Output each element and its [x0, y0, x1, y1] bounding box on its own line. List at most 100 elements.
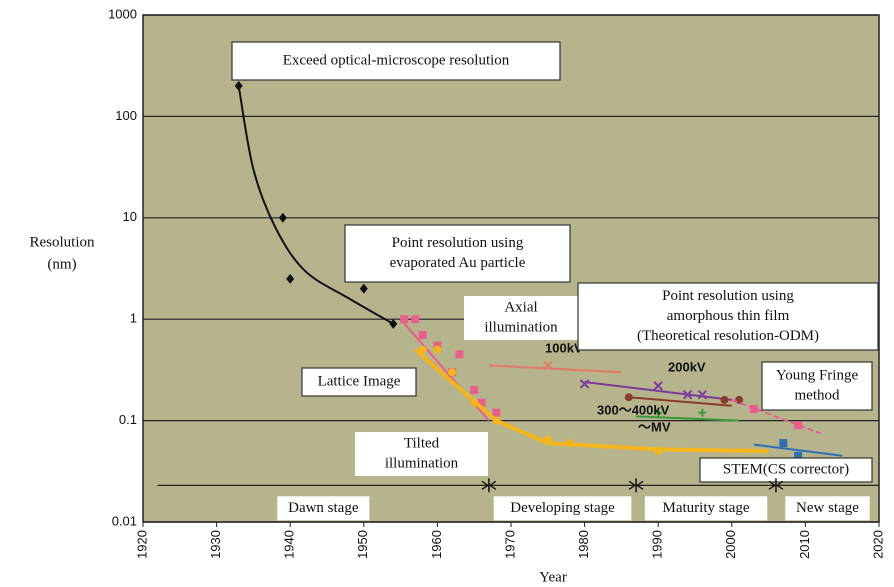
x-tick-label: 2010 — [797, 530, 812, 559]
annotation-box — [231, 41, 561, 81]
stage-box — [644, 496, 768, 521]
point — [418, 330, 427, 339]
point — [389, 318, 398, 329]
series-label: ～MV — [638, 419, 671, 434]
annotation-box — [577, 282, 879, 351]
point — [698, 408, 707, 417]
series-label: 100kV — [545, 340, 583, 355]
fit-line — [584, 381, 732, 401]
x-tick-label: 1970 — [502, 530, 517, 559]
annotation-text: Point resolution using — [662, 288, 794, 304]
y-tick-label: 0.1 — [119, 412, 137, 427]
point — [720, 395, 729, 404]
point — [470, 398, 479, 407]
point — [433, 345, 442, 354]
annotation-box — [355, 432, 488, 476]
stage-arrow — [628, 480, 644, 490]
point — [278, 212, 287, 223]
annotation-text: evaporated Au particle — [390, 255, 526, 271]
x-tick-label: 1920 — [134, 530, 149, 559]
point — [579, 379, 590, 389]
point — [234, 80, 243, 91]
fit-line — [753, 443, 843, 457]
point — [654, 408, 663, 417]
y-tick-label: 0.01 — [112, 513, 137, 528]
series-label: 200kV — [668, 359, 706, 374]
stage-box — [785, 496, 870, 521]
fit-line — [488, 364, 622, 374]
point — [448, 368, 457, 377]
y-axis-label: Resolution — [29, 234, 95, 250]
annotation-text: illumination — [484, 319, 558, 335]
stage-arrow — [768, 480, 784, 490]
stage-label: Dawn stage — [288, 500, 359, 516]
annotation-text: method — [795, 387, 840, 403]
point — [411, 315, 420, 324]
point — [470, 386, 479, 395]
x-tick-label: 1980 — [576, 530, 591, 559]
point — [682, 390, 693, 400]
point — [286, 273, 295, 284]
point — [779, 439, 788, 448]
stage-label: New stage — [796, 500, 859, 516]
point — [433, 341, 442, 350]
x-axis-label: Year — [539, 569, 567, 585]
fit-line — [628, 396, 732, 407]
annotation-box — [699, 457, 873, 483]
annotation-box — [464, 296, 578, 340]
x-tick-label: 1940 — [282, 530, 297, 559]
annotation-text: illumination — [385, 455, 459, 471]
y-tick-label: 100 — [115, 108, 137, 123]
annotation-box — [761, 361, 873, 411]
point — [543, 435, 552, 444]
stage-box — [277, 496, 370, 521]
point — [697, 390, 708, 400]
x-tick-label: 1960 — [429, 530, 444, 559]
point — [794, 421, 803, 430]
stage-arrow — [481, 480, 497, 490]
annotation-text: STEM(CS corrector) — [723, 461, 849, 477]
fit-line — [237, 85, 394, 325]
annotation-text: amorphous thin film — [667, 308, 790, 324]
annotation-text: Point resolution using — [392, 235, 524, 251]
point — [400, 315, 409, 324]
fit-line — [636, 415, 740, 422]
series-label: 300～400kV — [597, 402, 670, 417]
point — [654, 447, 663, 456]
point — [359, 283, 368, 294]
point — [794, 451, 803, 460]
point — [418, 345, 427, 354]
annotation-text: Axial — [504, 299, 537, 315]
y-tick-label: 10 — [123, 209, 137, 224]
point — [749, 405, 758, 414]
x-tick-label: 2000 — [723, 530, 738, 559]
x-tick-label: 2020 — [870, 530, 885, 559]
fit-line — [731, 398, 821, 435]
annotation-text: Exceed optical-microscope resolution — [283, 52, 510, 68]
point — [455, 350, 464, 359]
point — [653, 381, 663, 391]
point — [477, 398, 486, 407]
annotation-box — [344, 224, 571, 283]
point — [492, 408, 501, 417]
annotation-text: Lattice Image — [318, 373, 401, 389]
x-tick-label: 1990 — [650, 530, 665, 559]
stage-label: Developing stage — [510, 500, 615, 516]
point — [492, 416, 501, 425]
stage-box — [493, 496, 632, 521]
stage-label: Maturity stage — [663, 500, 750, 516]
annotation-text: Young Fringe — [776, 367, 859, 383]
y-axis-label: (nm) — [47, 256, 76, 272]
point — [565, 439, 574, 448]
y-tick-label: 1000 — [108, 6, 137, 21]
annotation-text: (Theoretical resolution-ODM) — [637, 328, 819, 344]
point — [624, 393, 633, 402]
x-tick-label: 1930 — [208, 530, 223, 559]
annotation-text: Tilted — [404, 435, 440, 451]
point — [543, 360, 553, 371]
x-tick-label: 1950 — [355, 530, 370, 559]
y-tick-label: 1 — [130, 311, 137, 326]
annotation-box — [301, 367, 417, 397]
